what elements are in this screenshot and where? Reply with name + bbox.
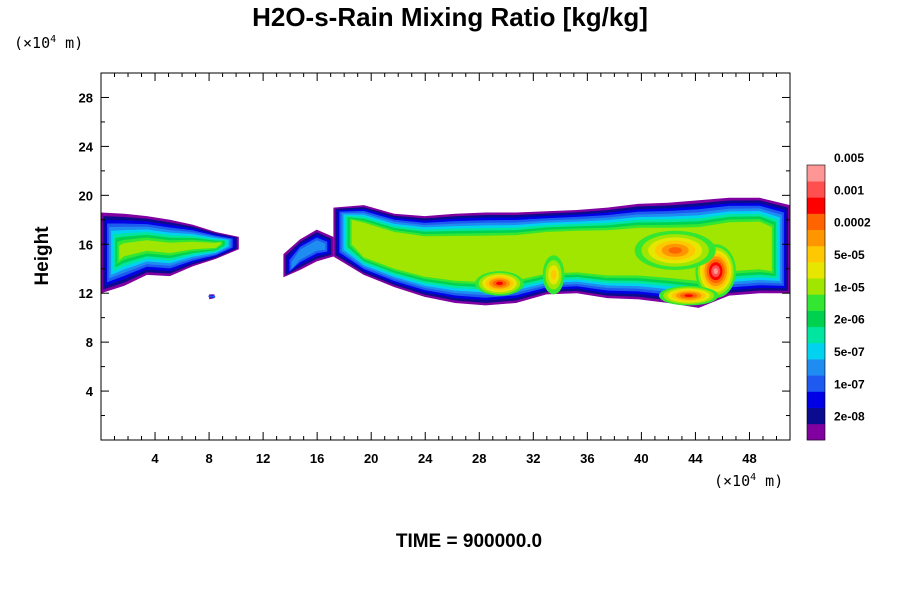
core-3-l13 [668, 247, 682, 254]
colorbar-swatch-1 [807, 407, 825, 425]
y-tick-label-16: 16 [79, 237, 93, 252]
y-tick-label-20: 20 [79, 188, 93, 203]
colorbar: 2e-08 1e-07 5e-07 2e-06 1e-05 5e-05 0.0002 0.00… [806, 151, 871, 441]
colorbar-swatch-7 [807, 310, 825, 328]
x-tick-label-28: 28 [472, 451, 486, 466]
x-tick-label-44: 44 [688, 451, 703, 466]
core-2-l14 [684, 294, 693, 298]
colorbar-swatch-5 [807, 342, 825, 360]
time-label: TIME = 900000.0 [395, 531, 543, 552]
chart-title: H2O-s-Rain Mixing Ratio [kg/kg] [252, 2, 648, 32]
x-tick-label-40: 40 [634, 451, 648, 466]
colorbar-label-7: 0.001 [834, 183, 864, 197]
x-tick-label-12: 12 [256, 451, 270, 466]
colorbar-swatch-11 [807, 245, 825, 263]
colorbar-label-1: 1e-07 [834, 377, 865, 391]
colorbar-swatch-13 [807, 213, 825, 231]
y-tick-label-12: 12 [79, 286, 93, 301]
colorbar-swatch-9 [807, 278, 825, 295]
y-axis: 4 8 12 16 20 24 28 [79, 90, 790, 417]
x-tick-label-48: 48 [742, 451, 756, 466]
y-axis-unit: (×104 m) [14, 34, 84, 52]
colorbar-label-5: 5e-05 [834, 248, 865, 262]
x-tick-label-24: 24 [418, 451, 433, 466]
x-tick-label-16: 16 [310, 451, 324, 466]
colorbar-label-8: 0.005 [834, 151, 864, 165]
colorbar-swatch-10 [807, 262, 825, 279]
contour-band-r0-l9 [119, 240, 221, 261]
colorbar-swatch-14 [807, 197, 825, 214]
core-4-l11 [550, 269, 557, 280]
plot-frame [100, 72, 791, 441]
colorbar-label-6: 0.0002 [834, 216, 871, 230]
y-tick-label-24: 24 [79, 139, 94, 154]
colorbar-label-2: 5e-07 [834, 345, 865, 359]
x-tick-label-4: 4 [151, 451, 159, 466]
colorbar-swatch-8 [807, 294, 825, 311]
colorbar-swatch-4 [807, 359, 825, 376]
contour-band-r3-l3 [208, 295, 216, 298]
y-tick-label-28: 28 [79, 90, 93, 105]
x-tick-label-20: 20 [364, 451, 378, 466]
colorbar-swatch-2 [807, 391, 825, 408]
contour-field [101, 197, 790, 308]
x-tick-label-32: 32 [526, 451, 540, 466]
x-axis-unit: (×104 m) [714, 472, 784, 490]
x-axis: 4 8 12 16 20 24 28 32 36 40 44 48 [114, 73, 777, 466]
y-tick-label-8: 8 [86, 335, 93, 350]
colorbar-label-0: 2e-08 [834, 410, 865, 424]
colorbar-swatch-16 [807, 165, 825, 182]
core-1-l16 [713, 268, 718, 275]
y-tick-label-4: 4 [86, 384, 94, 399]
colorbar-swatch-3 [807, 375, 825, 392]
colorbar-swatch-12 [807, 229, 825, 247]
x-tick-label-36: 36 [580, 451, 594, 466]
colorbar-swatch-15 [807, 181, 825, 198]
colorbar-frame [806, 164, 826, 441]
core-0-l14 [496, 281, 504, 286]
colorbar-label-3: 2e-06 [834, 313, 865, 327]
colorbar-swatch-6 [807, 326, 825, 344]
colorbar-label-4: 1e-05 [834, 280, 865, 294]
x-tick-label-8: 8 [205, 451, 212, 466]
colorbar-swatch-0 [807, 423, 825, 441]
contour-band-r1-l4 [291, 240, 326, 270]
